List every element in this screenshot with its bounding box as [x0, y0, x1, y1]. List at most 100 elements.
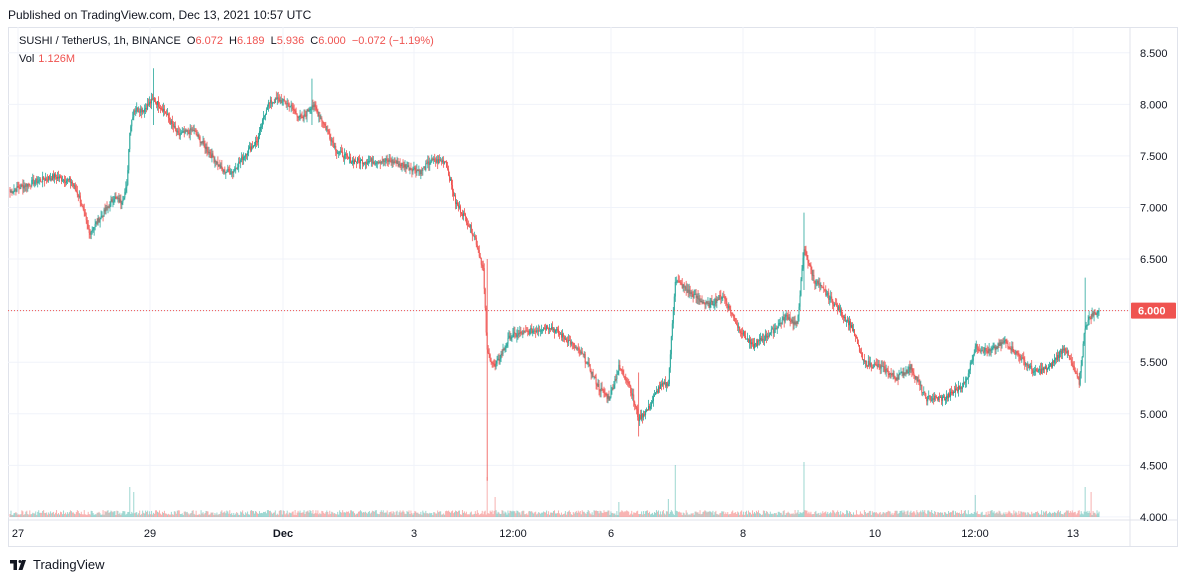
candle-body	[1036, 369, 1038, 372]
candle-body	[728, 305, 730, 309]
volume-bar	[25, 511, 27, 517]
candle-body	[697, 295, 699, 300]
candle-body	[229, 170, 231, 174]
volume-bar	[266, 510, 268, 517]
footer-brand[interactable]: TradingView	[10, 557, 105, 572]
volume-bar	[440, 511, 442, 517]
candle-body	[1046, 366, 1048, 370]
candle-body	[145, 107, 147, 109]
volume-bar	[202, 512, 204, 517]
candle-body	[138, 111, 140, 113]
candle-body	[20, 184, 22, 189]
volume-bar	[947, 513, 949, 517]
candle-body	[581, 351, 583, 354]
volume-bar	[311, 513, 313, 517]
volume-bar	[528, 511, 530, 517]
candle-body	[347, 155, 349, 157]
candle-body	[705, 301, 707, 304]
candle-body	[312, 105, 314, 107]
candle-body	[955, 388, 957, 390]
volume-bar	[164, 513, 166, 517]
volume-bar	[865, 513, 867, 517]
volume-bar	[1086, 510, 1088, 517]
time-tick-label: 29	[144, 528, 156, 540]
candle-body	[1001, 342, 1003, 346]
candle-body	[996, 346, 998, 349]
volume-bar	[498, 512, 500, 517]
volume-bar	[180, 514, 182, 517]
candle-body	[75, 189, 77, 192]
candle-body	[439, 159, 441, 161]
candle-body	[1058, 351, 1060, 358]
volume-bar	[383, 512, 385, 517]
candle-body	[332, 140, 334, 143]
candle-body	[539, 330, 541, 332]
candle-body	[802, 257, 804, 269]
volume-bar	[297, 510, 299, 517]
candle-body	[411, 169, 413, 172]
volume-bar	[583, 511, 585, 517]
candle-body	[444, 161, 446, 164]
time-tick-label: 3	[411, 528, 417, 540]
volume-bar	[113, 511, 115, 517]
volume-bar	[1063, 512, 1065, 517]
candle-body	[825, 290, 827, 296]
volume-bar	[690, 513, 692, 517]
candle-body	[343, 156, 345, 159]
volume-bar	[361, 512, 363, 517]
candle-body	[624, 376, 626, 379]
candle-body	[152, 98, 154, 100]
volume-bar	[773, 513, 775, 517]
candle-body	[834, 303, 836, 306]
candle-body	[269, 99, 271, 103]
candle-body	[923, 391, 925, 393]
volume-bar	[17, 514, 19, 517]
volume-bar	[158, 512, 160, 517]
volume-bar	[697, 512, 699, 517]
volume-bar	[144, 513, 146, 517]
candle-body	[532, 330, 534, 334]
candle-body	[71, 182, 73, 184]
volume-bar	[957, 513, 959, 517]
candle-body	[908, 366, 910, 373]
candle-body	[352, 160, 354, 163]
candle-body	[1059, 350, 1061, 352]
volume-bar	[537, 513, 539, 517]
candle-body	[972, 354, 974, 361]
time-axis: 27 29 Dec 3 12:00 6 8 10 12:00 13	[12, 528, 1079, 540]
volume-bar	[1084, 487, 1086, 517]
volume-bar	[1017, 514, 1019, 517]
volume-bar	[192, 510, 194, 517]
candle-body	[907, 372, 909, 374]
candle-body	[144, 108, 146, 112]
volume-bar	[1019, 513, 1021, 517]
volume-bar	[1079, 514, 1081, 517]
candle-body	[757, 340, 759, 342]
candle-body	[135, 110, 137, 112]
volume-bar	[38, 510, 40, 517]
candle-body	[96, 222, 98, 224]
volume-bar	[905, 514, 907, 517]
volume-bar	[678, 511, 680, 517]
volume-bar	[41, 512, 43, 517]
candle-body	[918, 379, 920, 382]
volume-bar	[590, 514, 592, 517]
volume-bar	[550, 512, 552, 517]
candle-body	[369, 160, 371, 162]
candle-body	[508, 335, 510, 338]
volume-bar	[293, 514, 295, 517]
candle-body	[856, 338, 858, 344]
candle-body	[446, 161, 448, 168]
candle-body	[403, 164, 405, 168]
volume-bar	[858, 514, 860, 517]
candle-body	[574, 346, 576, 348]
candle-body	[305, 115, 307, 117]
volume-bar	[405, 514, 407, 517]
volume-bar	[265, 513, 267, 517]
volume-bar	[389, 512, 391, 517]
volume-bar	[990, 510, 992, 517]
candle-body	[773, 329, 775, 334]
candle-body	[1083, 333, 1085, 344]
volume-bar	[888, 511, 890, 517]
